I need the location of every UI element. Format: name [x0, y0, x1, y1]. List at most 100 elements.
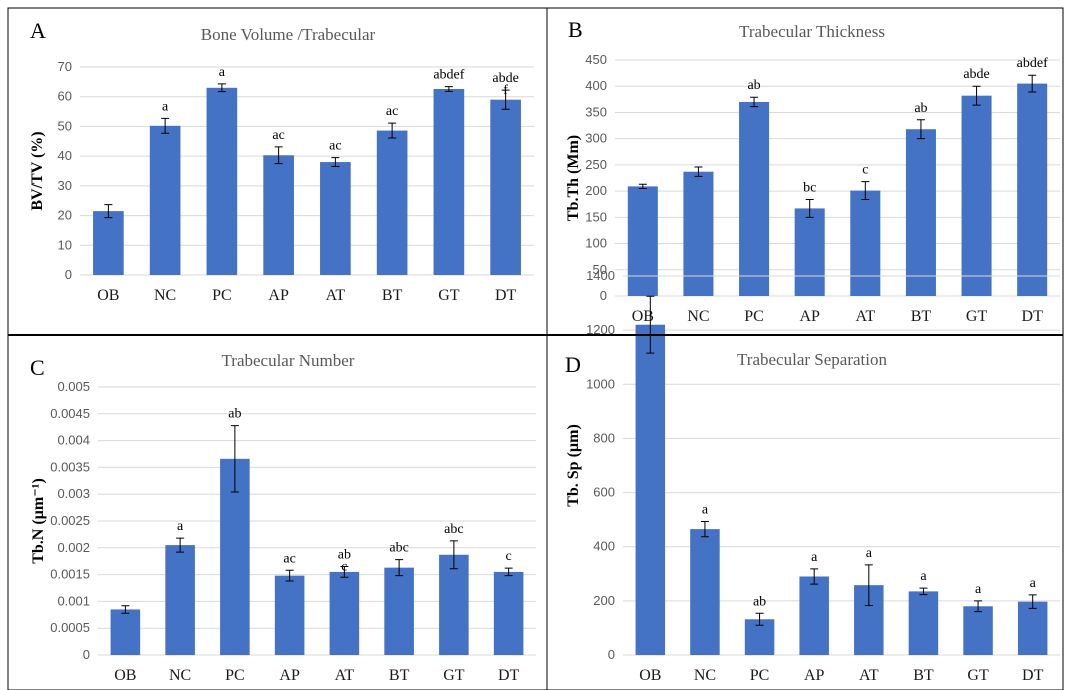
category-label: NC	[169, 667, 191, 684]
chart-title: Bone Volume /Trabecular	[201, 25, 376, 44]
bar-gt	[433, 88, 465, 275]
bar-bt	[376, 130, 408, 275]
category-label: PC	[750, 667, 770, 684]
bar-nc	[690, 529, 720, 655]
category-label: AP	[804, 667, 825, 684]
category-label: PC	[212, 287, 232, 304]
category-label: BT	[389, 667, 410, 684]
bar-gt	[961, 95, 992, 296]
significance-label: ab	[338, 548, 351, 563]
y-tick-label: 0.004	[57, 433, 90, 448]
y-tick-label: 0	[600, 288, 607, 303]
y-tick-label: 250	[585, 157, 607, 172]
error-bar	[755, 612, 764, 626]
significance-label: ab	[747, 78, 760, 93]
y-tick-label: 0.0035	[50, 459, 90, 474]
significance-label: a	[811, 550, 818, 565]
error-bar	[750, 96, 759, 108]
error-bar	[340, 566, 349, 578]
error-bar	[449, 540, 458, 570]
y-tick-label: 0.001	[57, 593, 90, 608]
bar-ap	[274, 575, 305, 655]
error-bar	[1028, 594, 1037, 609]
y-axis-label: Tb.N (µm⁻¹)	[30, 478, 47, 564]
y-tick-label: 0.0025	[50, 513, 90, 528]
error-bar	[638, 183, 647, 189]
bar-at	[320, 162, 351, 275]
significance-label: a	[702, 503, 709, 518]
y-tick-label: 50	[58, 118, 72, 133]
significance-label: abdef	[1017, 56, 1048, 71]
y-tick-label: 0.003	[57, 486, 90, 501]
significance-label: a	[866, 546, 873, 561]
bar-nc	[149, 125, 181, 275]
significance-label: ab	[914, 101, 927, 116]
bar-dt	[490, 99, 521, 275]
y-tick-label: 800	[593, 430, 615, 445]
significance-label: a	[219, 65, 226, 80]
y-tick-label: 0.0045	[50, 406, 90, 421]
significance-label: ab	[753, 594, 766, 609]
error-bar	[121, 605, 130, 614]
category-label: AP	[268, 287, 289, 304]
chart-title: Trabecular Number	[222, 351, 355, 370]
bar-gt	[439, 554, 469, 655]
chart-title: Trabecular Separation	[737, 350, 887, 369]
error-bar	[694, 166, 703, 177]
bar-ob	[93, 211, 124, 275]
error-bar	[1028, 74, 1037, 93]
category-label: GT	[967, 667, 989, 684]
category-label: AP	[279, 667, 300, 684]
significance-label: c	[341, 560, 347, 575]
bar-gt	[963, 606, 993, 655]
panel-letter: C	[30, 355, 45, 380]
chart-title: Trabecular Thickness	[739, 22, 885, 41]
y-tick-label: 60	[58, 89, 72, 104]
chart-panel-b: 0 50 100 150 200 250 300 350 400 450 OB NC ab PC bc AP c…	[565, 17, 1060, 325]
y-tick-label: 0.0015	[50, 567, 90, 582]
category-label: PC	[225, 667, 245, 684]
chart-panel-d: 0 200 400 600 800 1000 1200 1400 OB a NC ab PC a AP a AT…	[565, 268, 1060, 684]
bar-at	[850, 190, 881, 296]
significance-label: abc	[389, 541, 408, 556]
significance-label: ab	[228, 407, 241, 422]
bar-ap	[263, 155, 294, 275]
category-label: AT	[859, 667, 879, 684]
y-tick-label: 0	[65, 267, 72, 282]
y-tick-label: 40	[58, 148, 72, 163]
category-label: BT	[913, 667, 934, 684]
significance-label: a	[975, 582, 982, 597]
category-label: GT	[966, 308, 988, 325]
category-label: OB	[632, 308, 654, 325]
significance-label: a	[177, 519, 184, 534]
error-bar	[646, 295, 655, 354]
bar-bt	[905, 129, 936, 296]
y-tick-label: 1400	[586, 268, 615, 283]
bar-dt	[493, 571, 524, 655]
significance-label: a	[162, 99, 169, 114]
bar-ob	[627, 186, 658, 296]
category-label: AT	[335, 667, 355, 684]
y-tick-label: 0.0005	[50, 620, 90, 635]
y-tick-label: 300	[585, 131, 607, 146]
error-bar	[916, 119, 925, 140]
error-bar	[810, 568, 819, 585]
category-label: AP	[799, 308, 820, 325]
error-bar	[230, 425, 239, 493]
error-bar	[395, 559, 404, 577]
error-bar	[444, 86, 453, 92]
chart-panel-a: 0 10 20 30 40 50 60 70 OB a NC a PC ac AP ac AT ac BT abdef…	[29, 18, 534, 304]
category-label: DT	[1022, 308, 1044, 325]
error-bar	[104, 204, 113, 219]
error-bar	[504, 567, 513, 577]
bar-at	[329, 571, 360, 655]
figure-border	[7, 7, 1064, 690]
bar-ap	[799, 576, 829, 655]
category-label: OB	[639, 667, 661, 684]
category-label: AT	[326, 287, 346, 304]
category-label: BT	[911, 308, 932, 325]
error-bar	[217, 83, 226, 93]
y-tick-label: 0	[608, 647, 615, 662]
significance-label: ac	[283, 551, 295, 566]
